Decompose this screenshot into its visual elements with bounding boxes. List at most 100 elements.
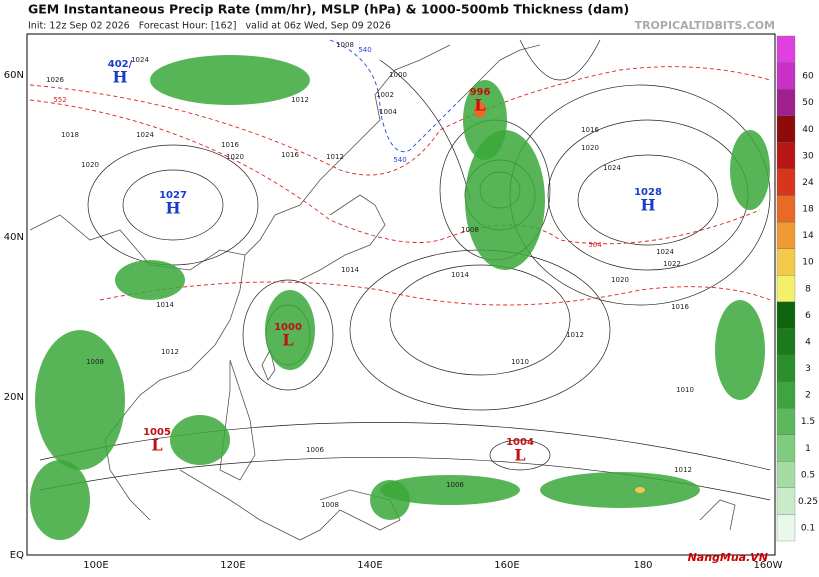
colorbar-swatch bbox=[776, 381, 796, 409]
lon-label: 160W bbox=[754, 560, 783, 571]
contour-label: 1020 bbox=[226, 153, 244, 161]
colorbar-label: 30 bbox=[802, 151, 814, 161]
colorbar-label: 40 bbox=[802, 125, 814, 135]
center-symbol: L bbox=[474, 96, 485, 115]
colorbar-swatch bbox=[776, 354, 796, 382]
center-value: 402/ bbox=[108, 59, 133, 70]
colorbar-swatch bbox=[776, 89, 796, 116]
colorbar-swatch bbox=[776, 461, 796, 488]
lat-label: 60N bbox=[4, 70, 24, 81]
isobar bbox=[519, 39, 601, 81]
precipitation bbox=[30, 55, 770, 540]
contour-label: 1002 bbox=[376, 91, 394, 99]
colorbar-label: 14 bbox=[802, 231, 814, 241]
colorbar-label: 4 bbox=[805, 337, 811, 347]
center-symbol: L bbox=[514, 446, 525, 465]
isobar bbox=[122, 169, 224, 241]
lon-label: 100E bbox=[83, 560, 108, 571]
contour-label: 1024 bbox=[136, 131, 154, 139]
isobar bbox=[379, 59, 471, 201]
colorbar-label: 6 bbox=[805, 311, 811, 321]
coastline bbox=[29, 44, 451, 271]
center-value: 1027 bbox=[159, 190, 187, 201]
contour-label: 1012 bbox=[326, 153, 344, 161]
center-symbol: H bbox=[112, 68, 127, 87]
colorbar-label: 50 bbox=[802, 98, 814, 108]
lat-label: EQ bbox=[10, 550, 24, 561]
center-value: 1028 bbox=[634, 187, 662, 198]
colorbar-swatch bbox=[776, 487, 796, 515]
colorbar-swatch bbox=[776, 248, 796, 276]
title: GEM Instantaneous Precip Rate (mm/hr), M… bbox=[28, 2, 629, 17]
contour-label: 1020 bbox=[81, 161, 99, 169]
contour-label: 1012 bbox=[161, 348, 179, 356]
colorbar-label: 8 bbox=[805, 284, 811, 294]
contour-label: 1004 bbox=[379, 108, 397, 116]
lat-label: 20N bbox=[4, 392, 24, 403]
lon-label: 180 bbox=[633, 560, 652, 571]
contour-label: 1006 bbox=[446, 481, 464, 489]
colorbar: 0.1 0.25 0.5 1 1.5 2 3 4 6 8 10 14 18 24 30 40 50 60 bbox=[776, 35, 818, 542]
contour-label: 1016 bbox=[221, 141, 239, 149]
isobar bbox=[389, 264, 571, 376]
colorbar-swatch bbox=[776, 328, 796, 356]
contour-label: 1016 bbox=[281, 151, 299, 159]
contour-label: 540 bbox=[358, 46, 371, 54]
colorbar-label: 1.5 bbox=[801, 417, 815, 427]
isobar bbox=[489, 439, 551, 471]
coastline bbox=[104, 254, 246, 521]
colorbar-swatch bbox=[776, 62, 796, 90]
thickness-line bbox=[29, 66, 771, 176]
contour-label: 1012 bbox=[291, 96, 309, 104]
colorbar-swatch bbox=[776, 142, 796, 170]
colorbar-label: 0.25 bbox=[798, 497, 818, 507]
colorbar-swatch bbox=[776, 195, 796, 223]
center-symbol: H bbox=[640, 196, 655, 215]
colorbar-swatch bbox=[776, 275, 796, 302]
contour-label: 1006 bbox=[306, 446, 324, 454]
contour-label: 1014 bbox=[156, 301, 174, 309]
contour-label: 1024 bbox=[656, 248, 674, 256]
contour-label: 1012 bbox=[674, 466, 692, 474]
coastline bbox=[261, 348, 276, 381]
colorbar-label: 1 bbox=[805, 444, 811, 454]
colorbar-label: 60 bbox=[802, 72, 814, 82]
coastline bbox=[299, 194, 386, 281]
colorbar-swatch bbox=[776, 434, 796, 462]
contour-label: 1024 bbox=[603, 164, 621, 172]
colorbar-swatch bbox=[776, 407, 796, 435]
isobar bbox=[39, 422, 771, 471]
contour-label: 1024 bbox=[131, 56, 149, 64]
thickness-line bbox=[29, 99, 761, 245]
colorbar-label: 24 bbox=[802, 178, 814, 188]
lon-label: 120E bbox=[220, 560, 245, 571]
contour-label: 1010 bbox=[511, 358, 529, 366]
colorbar-swatch bbox=[776, 168, 796, 196]
contour-label: 1014 bbox=[451, 271, 469, 279]
source: TROPICALTIDBITS.COM bbox=[635, 19, 775, 32]
contour-label: 1020 bbox=[581, 144, 599, 152]
colorbar-label: 18 bbox=[802, 205, 814, 215]
subtitle: Init: 12z Sep 02 2026 Forecast Hour: [16… bbox=[28, 21, 391, 32]
center-symbol: L bbox=[151, 436, 162, 455]
colorbar-label: 10 bbox=[802, 258, 814, 268]
lat-label: 40N bbox=[4, 232, 24, 243]
colorbar-label: 0.5 bbox=[801, 470, 815, 480]
contour-label: 1012 bbox=[566, 331, 584, 339]
contour-label: 1022 bbox=[663, 260, 681, 268]
contour-label: 1008 bbox=[461, 226, 479, 234]
center-value: 1004 bbox=[506, 437, 534, 448]
isobar bbox=[242, 279, 334, 391]
contour-label: 1016 bbox=[671, 303, 689, 311]
colorbar-swatch bbox=[776, 514, 796, 542]
center-value: 1005 bbox=[143, 427, 171, 438]
isobar bbox=[577, 154, 719, 246]
lon-label: 140E bbox=[357, 560, 382, 571]
contour-label: 1008 bbox=[336, 41, 354, 49]
contour-label: 1014 bbox=[341, 266, 359, 274]
colorbar-swatch bbox=[776, 301, 796, 329]
colorbar-swatch bbox=[776, 115, 796, 143]
center-symbol: L bbox=[282, 331, 293, 350]
colorbar-swatch bbox=[776, 221, 796, 249]
